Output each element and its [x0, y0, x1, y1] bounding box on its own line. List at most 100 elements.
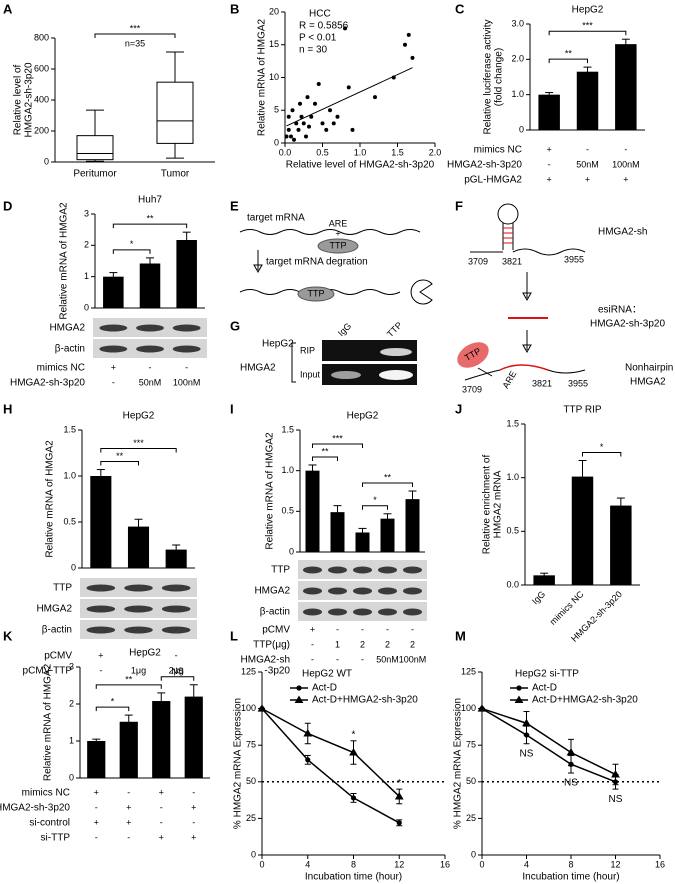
- lane-label: IgG: [336, 321, 353, 338]
- y-tick-label: 125: [241, 666, 256, 676]
- marker: [349, 748, 358, 756]
- blot-label: β-actin: [42, 625, 72, 636]
- treatment-value: +: [126, 802, 131, 812]
- y-tick-label: 1: [84, 271, 89, 281]
- annotation: NS: [520, 748, 534, 759]
- nuclease: [410, 279, 433, 305]
- treatment-label: HMGA2-sh-3p20: [447, 160, 522, 171]
- marker: [522, 718, 531, 727]
- significance-bracket: [112, 249, 151, 254]
- significance-label: **: [125, 674, 133, 684]
- treatment-value: 100nM: [173, 377, 201, 387]
- treatment-value: -: [311, 654, 314, 664]
- treatment-value: 2μg: [169, 665, 184, 675]
- panel-letter: C: [455, 1, 465, 16]
- treatment-value: -: [137, 650, 140, 660]
- diagram-label: HMGA2-sh: [598, 227, 647, 238]
- y-tick-label: 0: [289, 546, 294, 556]
- bar: [176, 240, 197, 308]
- panel-letter: F: [455, 198, 463, 213]
- y-tick-label: 3.0: [511, 18, 524, 28]
- x-axis-label: Relative level of HMGA2-sh-3p20: [286, 160, 435, 171]
- position: 3955: [568, 378, 588, 388]
- significance-bracket: [548, 58, 588, 64]
- point: [324, 127, 329, 132]
- treatment-value: +: [547, 174, 552, 184]
- row-label: RIP: [300, 345, 315, 355]
- legend-marker: [296, 685, 302, 691]
- marker: [611, 769, 620, 778]
- treatment-label: pGL-HMGA2: [464, 175, 522, 186]
- arrow-head: [253, 264, 263, 274]
- treatment-label: TTP(μg): [253, 640, 290, 651]
- diagram-label: HMGA2-sh-3p20: [590, 319, 665, 330]
- significance-label: ***: [582, 21, 593, 31]
- ttp-protein: [317, 238, 359, 254]
- bracket: [291, 342, 296, 383]
- annotation: n=35: [125, 38, 145, 48]
- treatment-label: pCMV-TTP: [23, 666, 73, 677]
- blot-band: [303, 608, 322, 616]
- y-tick-label: 0: [519, 124, 524, 134]
- blot-band: [403, 587, 422, 595]
- y-tick-label: 0: [251, 849, 256, 859]
- blot-band: [378, 587, 397, 595]
- treatment-value: -: [95, 802, 98, 812]
- binding-line: [477, 367, 493, 377]
- treatment-value: +: [191, 802, 196, 812]
- panel-letter: G: [230, 318, 240, 333]
- y-axis-label: Relative enrichment of: [482, 455, 493, 555]
- treatment-value: +: [159, 787, 164, 797]
- bar: [610, 505, 632, 585]
- y-axis-label: % HMGA2 mRNA Expression: [233, 698, 244, 829]
- treatment-label: HMGA2-sh-3p20: [10, 378, 85, 389]
- point: [335, 114, 340, 119]
- marker: [257, 704, 267, 712]
- blot-label: TTP: [53, 583, 72, 594]
- y-tick-label: 0: [44, 156, 49, 166]
- legend-label: Act-D: [312, 683, 337, 694]
- point: [286, 114, 291, 119]
- point: [346, 85, 351, 90]
- treatment-label: si-control: [29, 818, 70, 829]
- chart-title: HepG2: [347, 411, 379, 422]
- chart-title: HepG2: [129, 648, 161, 659]
- annotation: *: [352, 729, 356, 740]
- bar: [127, 526, 150, 568]
- y-axis-label: % HMGA2 mRNA Expression: [453, 698, 464, 829]
- treatment-label: HMGA2-sh: [241, 655, 290, 666]
- legend-marker: [516, 685, 522, 691]
- marker: [350, 795, 357, 801]
- panel-letter: H: [3, 401, 12, 416]
- legend-marker: [514, 695, 524, 703]
- treatment-value: -: [361, 624, 364, 634]
- diagram-label: HMGA2: [630, 377, 666, 388]
- y-tick-label: 400: [34, 94, 49, 104]
- target-label: HMGA2: [240, 363, 276, 374]
- point: [284, 134, 289, 139]
- blot-band: [303, 566, 322, 574]
- blot-band: [99, 345, 128, 353]
- treatment-value: -: [361, 654, 364, 664]
- x-tick-label: 2.0: [429, 147, 442, 157]
- treatment-value: 1μg: [131, 665, 146, 675]
- ttp-protein: [457, 342, 489, 368]
- y-tick-label: 0: [84, 302, 89, 312]
- box: [156, 81, 194, 144]
- diagram-label: target mRNA degration: [266, 257, 368, 268]
- y-axis-label: Relative mRNA of HMGA2: [45, 440, 56, 558]
- blot-label: TTP: [271, 565, 290, 576]
- significance-bracket: [112, 223, 188, 229]
- y-tick-label: 1.5: [506, 418, 519, 428]
- bar: [571, 476, 594, 585]
- treatment-value: +: [126, 817, 131, 827]
- position: 3821: [502, 256, 522, 266]
- treatment-label: mimics NC: [37, 363, 85, 374]
- y-tick-label: 50: [246, 776, 256, 786]
- y-axis-label: Relative mRNA of HMGA2: [43, 663, 54, 781]
- series-line: [481, 707, 616, 776]
- point: [403, 42, 407, 47]
- y-tick-label: 25: [246, 813, 256, 823]
- x-axis-label: Incubation time (hour): [522, 872, 619, 883]
